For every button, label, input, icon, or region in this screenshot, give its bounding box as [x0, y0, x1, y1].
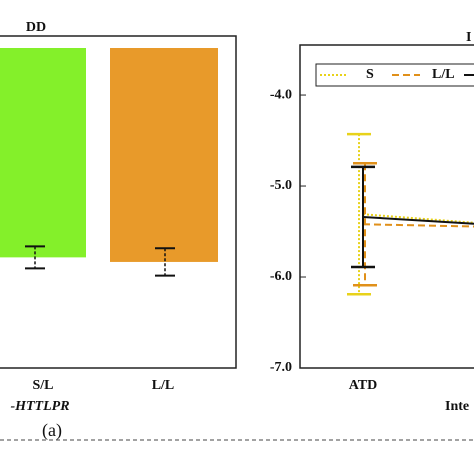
right-title: I: [466, 30, 471, 45]
right-frame: [299, 44, 474, 369]
legend-label: L/L: [432, 67, 455, 82]
legend-label: S: [366, 67, 374, 82]
y-tick-label: -5.0: [270, 178, 292, 193]
series-line: [362, 213, 474, 224]
y-tick-label: -4.0: [270, 87, 292, 102]
left-frame: [0, 35, 237, 369]
bar: [0, 48, 86, 258]
series-line: [362, 223, 474, 228]
left-x-label: -HTTLPR: [10, 399, 69, 414]
x-tick-label: ATD: [349, 378, 378, 393]
y-tick-label: -7.0: [270, 360, 292, 375]
bar: [110, 48, 218, 262]
y-tick-label: -6.0: [270, 269, 292, 284]
series-line: [362, 215, 474, 225]
x-tick-label: S/L: [32, 378, 53, 393]
panel-label: (a): [42, 420, 62, 441]
left-title: DD: [26, 20, 46, 35]
right-x-label: Inte: [445, 399, 469, 414]
x-tick-label: L/L: [152, 378, 175, 393]
